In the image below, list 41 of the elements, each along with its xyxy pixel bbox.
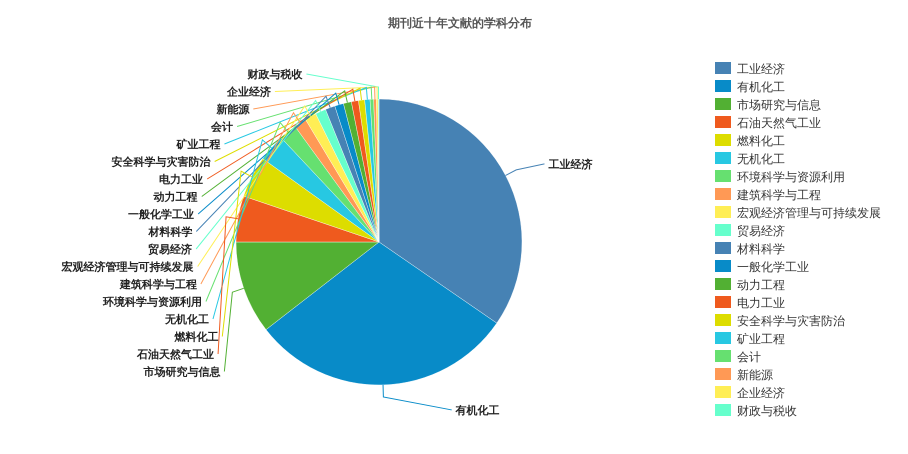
slice-label: 工业经济: [547, 158, 592, 171]
slice-label: 新能源: [215, 103, 250, 116]
slice-label: 贸易经济: [148, 243, 192, 256]
legend-label: 会计: [737, 350, 761, 364]
slice-label: 有机化工: [454, 404, 500, 417]
slice-label: 动力工程: [152, 190, 198, 204]
slice-label: 电力工业: [159, 173, 204, 186]
slice-label: 财政与税收: [246, 68, 304, 81]
slice-label: 市场研究与信息: [142, 366, 222, 378]
legend-label: 动力工程: [737, 278, 785, 292]
legend-label: 无机化工: [737, 152, 785, 166]
legend-label: 有机化工: [737, 80, 785, 94]
slice-label: 宏观经济管理与可持续发展: [60, 260, 194, 274]
legend-label: 石油天然气工业: [737, 116, 821, 130]
legend-label: 市场研究与信息: [737, 98, 821, 112]
slice-label: 石油天然气工业: [136, 348, 214, 361]
legend-label: 工业经济: [737, 62, 785, 76]
slice-label: 矿业工程: [175, 138, 220, 151]
slice-label: 一般化学工业: [128, 208, 194, 221]
slice-label: 无机化工: [164, 313, 209, 326]
slice-label: 燃料化工: [173, 330, 218, 344]
slice-label: 材料科学: [147, 226, 192, 238]
legend-label: 建筑科学与工程: [736, 188, 821, 202]
legend-label: 宏观经济管理与可持续发展: [737, 206, 881, 220]
slice-label: 企业经济: [226, 86, 271, 98]
slice-label: 会计: [210, 120, 234, 134]
legend-label: 企业经济: [737, 386, 785, 400]
legend-label: 一般化学工业: [737, 260, 809, 274]
legend-label: 安全科学与灾害防治: [737, 314, 845, 328]
legend-label: 矿业工程: [736, 332, 785, 346]
chart-title: 期刊近十年文献的学科分布: [387, 16, 532, 30]
legend-label: 材料科学: [736, 242, 785, 256]
legend-label: 新能源: [737, 368, 773, 382]
legend-label: 燃料化工: [737, 134, 785, 148]
legend-label: 环境科学与资源利用: [737, 170, 845, 184]
legend-label: 电力工业: [737, 296, 785, 310]
slice-label: 建筑科学与工程: [118, 278, 197, 291]
slice-label: 环境科学与资源利用: [102, 296, 202, 308]
slice-label: 安全科学与灾害防治: [112, 156, 212, 168]
legend-label: 贸易经济: [737, 224, 785, 238]
legend-label: 财政与税收: [737, 404, 797, 418]
